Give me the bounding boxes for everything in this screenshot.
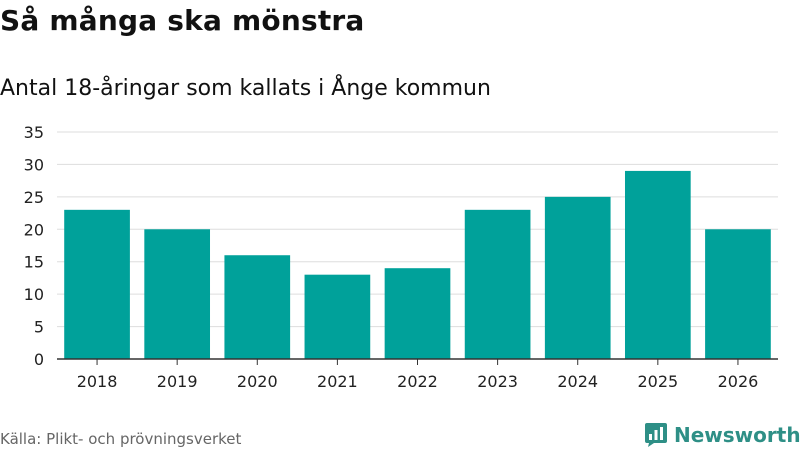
y-tick-label: 10: [24, 285, 44, 304]
x-tick-label: 2022: [397, 372, 438, 391]
source-note: Källa: Plikt- och prövningsverket: [0, 430, 242, 448]
chart-subtitle: Antal 18-åringar som kallats i Ånge komm…: [0, 76, 491, 101]
bar: [64, 209, 130, 359]
x-tick-label: 2026: [718, 372, 759, 391]
x-tick-label: 2023: [477, 372, 518, 391]
y-tick-label: 5: [34, 318, 44, 337]
bar: [464, 209, 531, 359]
x-tick-label: 2021: [317, 372, 358, 391]
bar: [304, 274, 371, 359]
x-tick-label: 2020: [237, 372, 278, 391]
bar: [544, 196, 611, 359]
y-tick-label: 25: [24, 188, 44, 207]
y-tick-label: 15: [24, 253, 44, 272]
bar: [144, 229, 211, 359]
bar: [624, 170, 691, 359]
y-tick-label: 0: [34, 350, 44, 369]
y-tick-label: 35: [24, 123, 44, 142]
bar: [705, 229, 771, 359]
x-tick-label: 2019: [157, 372, 198, 391]
newsworthy-logo-icon: [645, 423, 667, 447]
y-tick-label: 30: [24, 155, 44, 174]
bar: [224, 255, 291, 359]
chart-title: Så många ska mönstra: [0, 4, 365, 37]
brand-name: Newsworthy: [674, 423, 800, 447]
x-tick-label: 2025: [637, 372, 678, 391]
x-tick-label: 2018: [77, 372, 118, 391]
x-tick-label: 2024: [557, 372, 598, 391]
brand-logo: Newsworthy: [644, 420, 800, 450]
y-tick-label: 20: [24, 220, 44, 239]
bar: [384, 268, 451, 359]
